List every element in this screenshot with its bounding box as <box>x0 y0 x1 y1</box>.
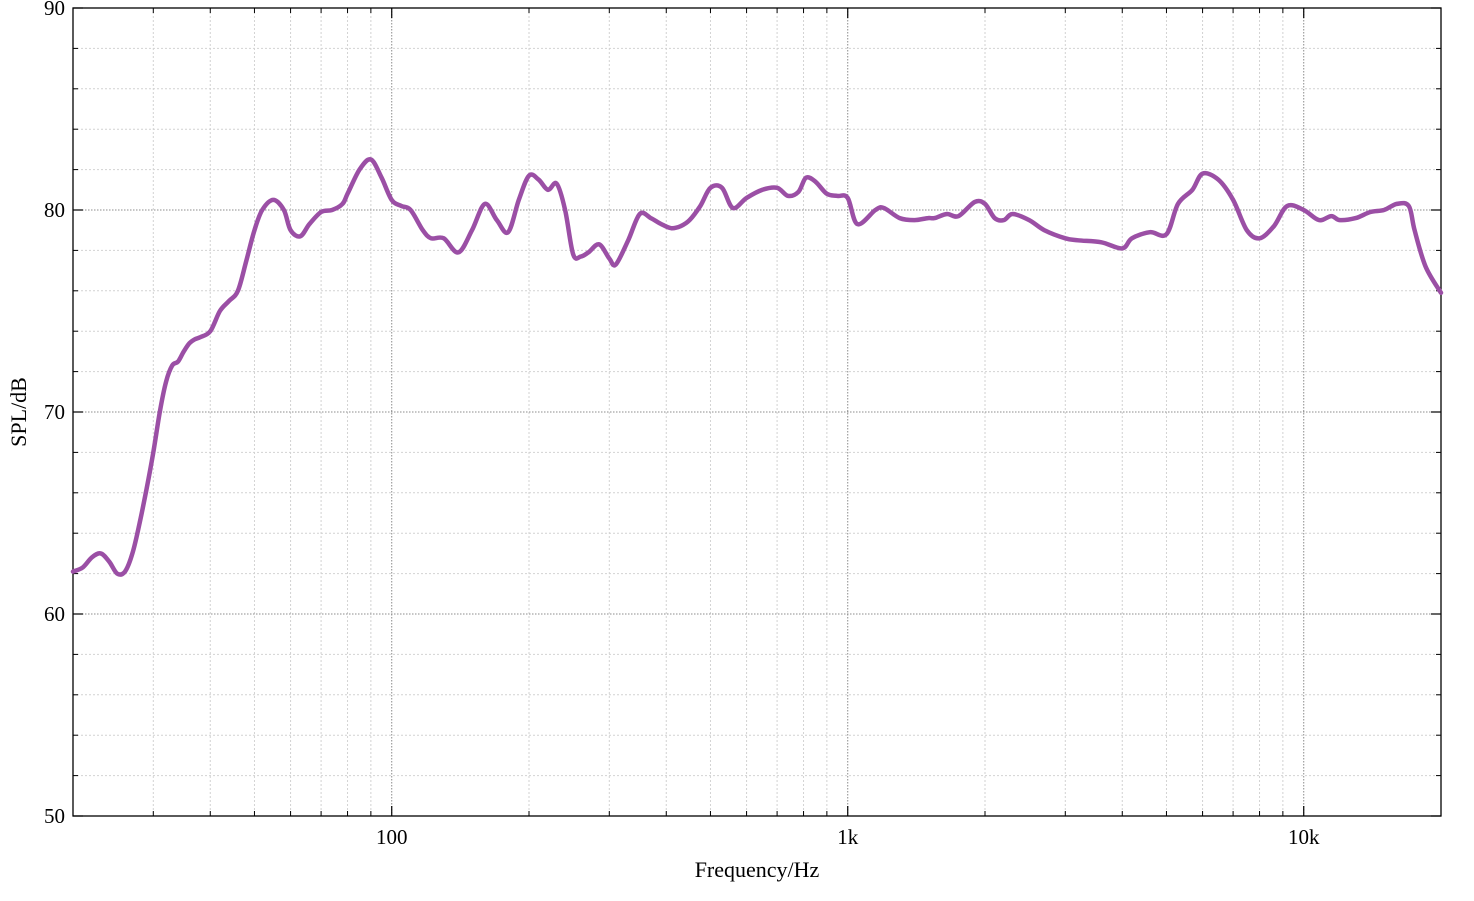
series-line <box>70 157 1444 577</box>
x-tick-label: 10k <box>1288 825 1320 849</box>
major-grid <box>73 8 1441 816</box>
y-tick-label: 50 <box>44 804 65 828</box>
x-tick-label: 1k <box>837 825 859 849</box>
y-tick-label: 80 <box>44 198 65 222</box>
x-tick-labels: 100 1k 10k <box>376 825 1320 849</box>
y-tick-label: 70 <box>44 400 65 424</box>
plot-frame <box>72 7 1442 817</box>
y-tick-label: 60 <box>44 602 65 626</box>
x-tick-label: 100 <box>376 825 408 849</box>
y-axis-title: SPL/dB <box>6 377 31 447</box>
y-tick-label: 90 <box>44 0 65 20</box>
minor-grid <box>72 8 1442 816</box>
x-axis-title: Frequency/Hz <box>695 857 820 882</box>
y-tick-labels: 50 60 70 80 90 <box>44 0 65 828</box>
